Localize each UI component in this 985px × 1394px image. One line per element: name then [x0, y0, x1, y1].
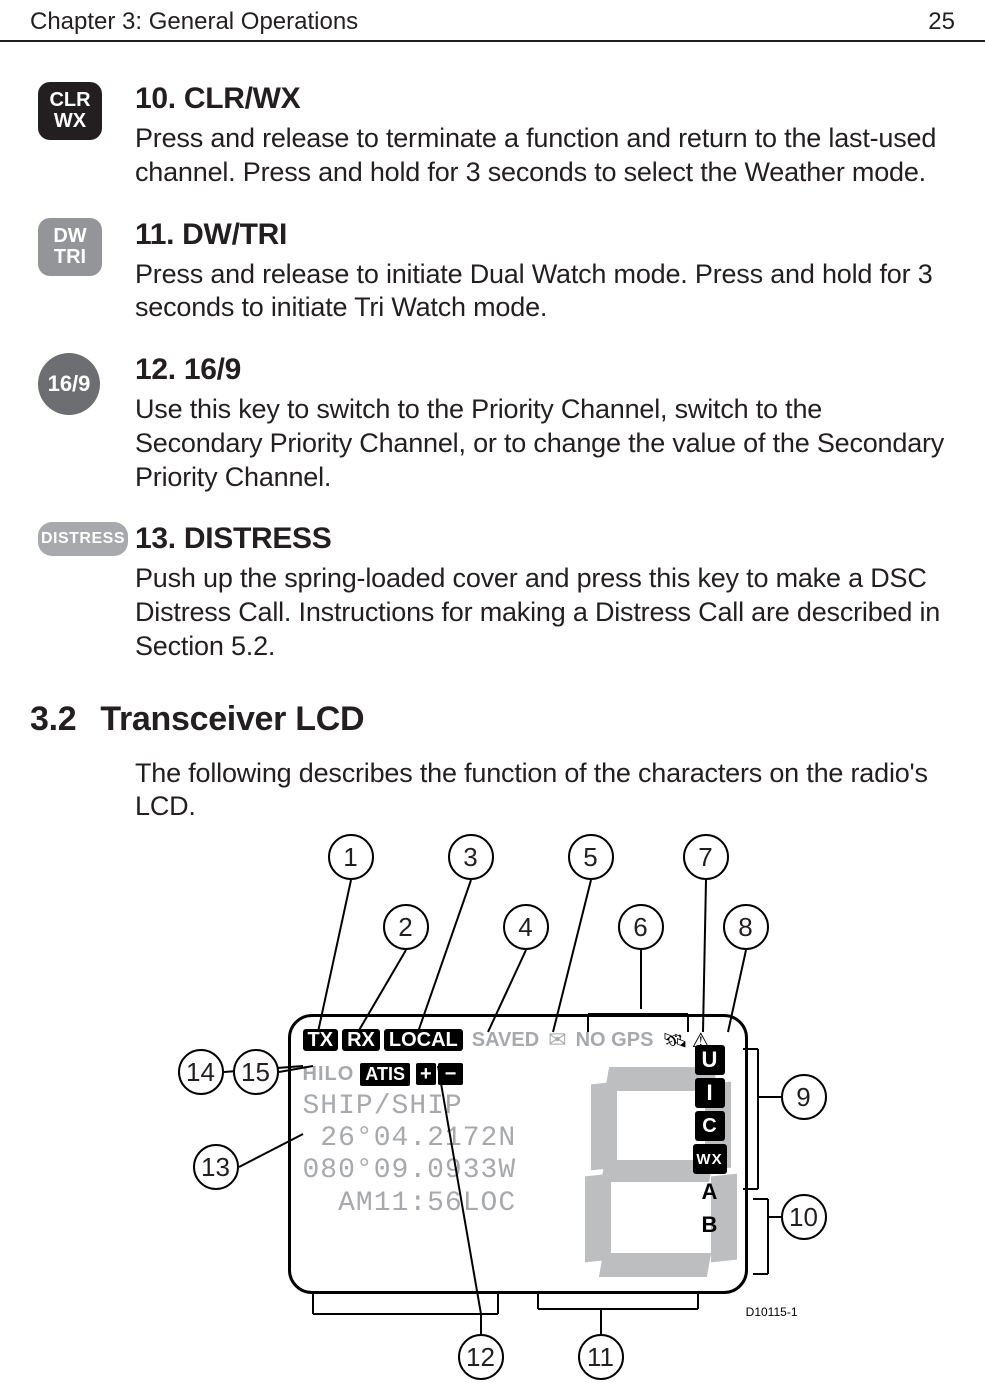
sixteen-nine-key-icon: 16/9 [38, 353, 100, 415]
key-label-line1: DW [53, 226, 86, 247]
callout-14: 14 [178, 1049, 224, 1095]
chapter-title: Chapter 3: General Operations [30, 8, 358, 36]
callout-3: 3 [448, 834, 494, 880]
item-dw-tri: DW TRI 11. DW/TRI Press and release to i… [30, 218, 955, 326]
item-body: Push up the spring-loaded cover and pres… [135, 562, 955, 663]
item-body: Press and release to initiate Dual Watch… [135, 258, 955, 326]
item-clr-wx: CLR WX 10. CLR/WX Press and release to t… [30, 82, 955, 190]
item-body: Press and release to terminate a functio… [135, 122, 955, 190]
lcd-diagram: TX RX LOCAL SAVED ✉ NO GPS 🛰 ⚠ HILO ATIS… [158, 834, 828, 1394]
callout-4: 4 [503, 904, 549, 950]
callout-5: 5 [568, 834, 614, 880]
section-number: 3.2 [30, 700, 76, 738]
key-label-line1: CLR [49, 90, 90, 111]
dw-tri-key-icon: DW TRI [38, 218, 102, 276]
section-title-text: Transceiver LCD [100, 700, 364, 738]
callout-13: 13 [193, 1144, 239, 1190]
callout-12: 12 [458, 1334, 504, 1380]
section-intro: The following describes the function of … [135, 757, 955, 825]
key-label-line2: TRI [54, 247, 86, 268]
item-title: 11. DW/TRI [135, 218, 955, 252]
item-body: Use this key to switch to the Priority C… [135, 393, 955, 494]
callout-7: 7 [683, 834, 729, 880]
section-heading: 3.2 Transceiver LCD [30, 700, 955, 739]
callout-10: 10 [781, 1194, 827, 1240]
distress-key-icon: DISTRESS [38, 522, 128, 556]
callout-6: 6 [618, 904, 664, 950]
item-title: 12. 16/9 [135, 353, 955, 387]
callout-9: 9 [781, 1074, 827, 1120]
clr-wx-key-icon: CLR WX [38, 82, 102, 140]
callout-15: 15 [233, 1049, 279, 1095]
item-title: 13. DISTRESS [135, 522, 955, 556]
item-distress: DISTRESS 13. DISTRESS Push up the spring… [30, 522, 955, 663]
callout-2: 2 [383, 904, 429, 950]
item-16-9: 16/9 12. 16/9 Use this key to switch to … [30, 353, 955, 494]
item-title: 10. CLR/WX [135, 82, 955, 116]
page-number: 25 [928, 8, 955, 36]
callout-1: 1 [328, 834, 374, 880]
key-label-line1: DISTRESS [41, 531, 125, 548]
callout-8: 8 [723, 904, 769, 950]
callout-11: 11 [578, 1334, 624, 1380]
key-label-line2: WX [54, 111, 86, 132]
key-label-line1: 16/9 [48, 372, 91, 395]
figure-ref: D10115-1 [746, 1305, 798, 1319]
